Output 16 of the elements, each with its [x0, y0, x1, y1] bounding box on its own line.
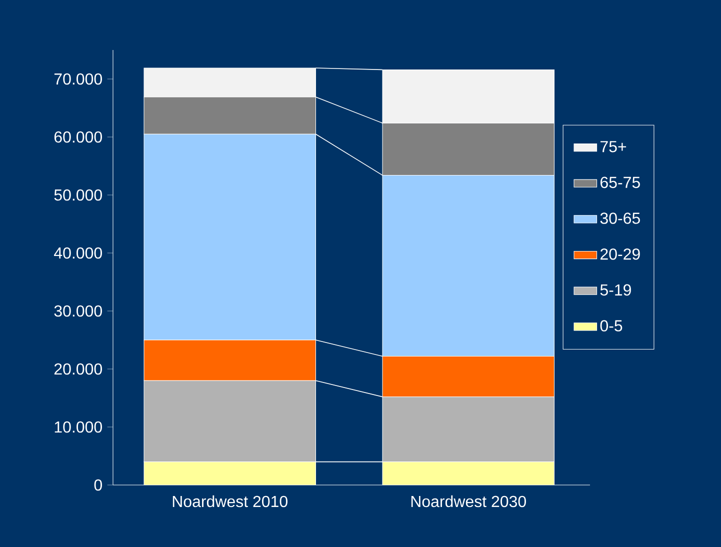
legend-label: 0-5 — [600, 320, 622, 332]
x-tick-label: Noardwest 2010 — [172, 495, 288, 508]
legend-label: 65-75 — [600, 176, 640, 188]
y-tick-label: 40.000 — [54, 247, 102, 259]
y-tick-label: 10.000 — [54, 421, 102, 433]
y-tick-label: 50.000 — [54, 189, 102, 201]
legend-label: 30-65 — [600, 212, 640, 224]
y-tick-label: 0 — [94, 479, 102, 491]
y-tick-label: 60.000 — [54, 131, 102, 143]
legend-label: 75+ — [600, 141, 626, 152]
y-tick-label: 70.000 — [54, 73, 102, 85]
y-tick-label: 30.000 — [54, 305, 102, 317]
legend-label: 20-29 — [600, 248, 640, 260]
legend-label: 5-19 — [600, 284, 631, 296]
y-tick-label: 20.000 — [54, 363, 102, 375]
x-tick-label: Noardwest 2030 — [411, 495, 526, 508]
